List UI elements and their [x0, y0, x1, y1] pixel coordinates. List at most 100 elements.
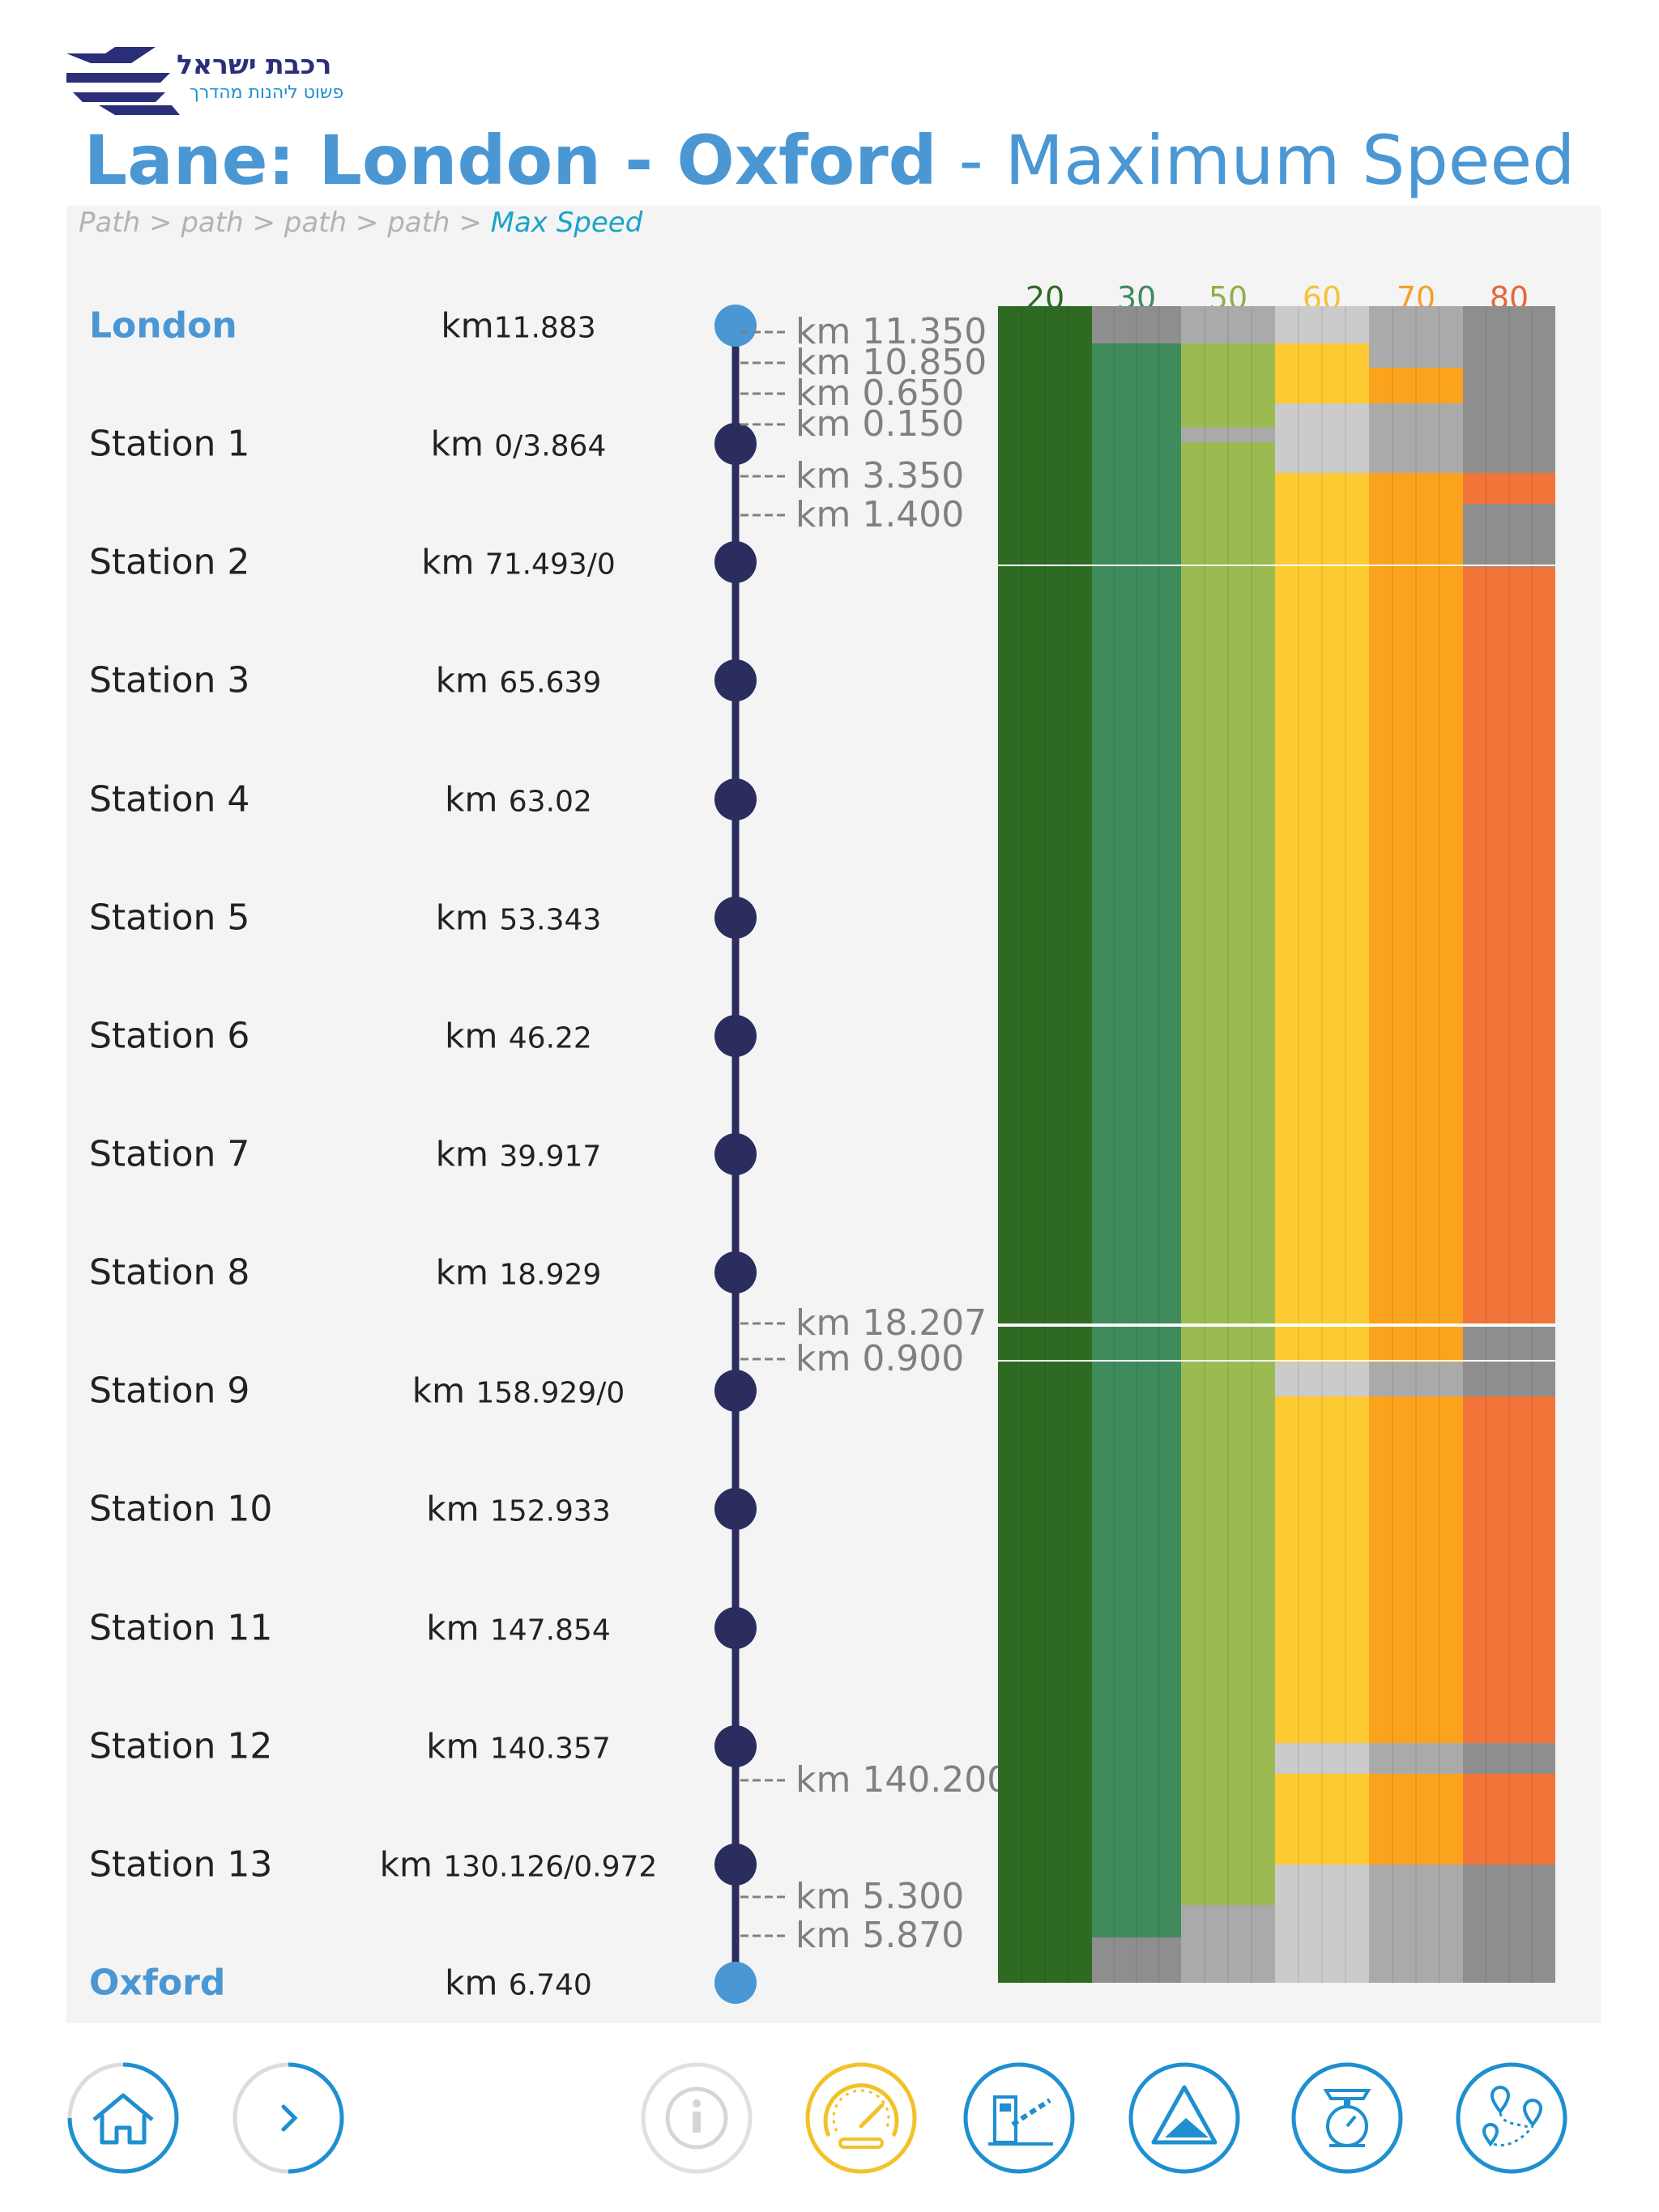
- station-km: km 130.126/0.972: [379, 1844, 658, 1885]
- station-name: Station 4: [89, 778, 250, 820]
- home-button[interactable]: [66, 2061, 180, 2175]
- station-name: Station 6: [89, 1015, 250, 1057]
- km-marker-label: km 140.200: [795, 1759, 1010, 1801]
- breadcrumb-item[interactable]: path: [181, 207, 244, 239]
- breadcrumb-current: Max Speed: [490, 207, 643, 239]
- speed-band-active: [1181, 442, 1275, 1905]
- speed-band-active: [1369, 1396, 1463, 1743]
- station-name: Oxford: [89, 1962, 226, 2004]
- logo-tagline: פשוט ליהנות מהדרך: [190, 83, 344, 103]
- station-name: Station 5: [89, 897, 250, 939]
- info-button[interactable]: [640, 2061, 753, 2175]
- station-km: km 0/3.864: [430, 424, 607, 464]
- breadcrumb-item[interactable]: Path: [79, 207, 141, 239]
- home-icon: [67, 2062, 179, 2174]
- next-button[interactable]: [232, 2061, 345, 2175]
- speed-band-inactive: [1369, 1743, 1463, 1774]
- route-pins-icon: [1456, 2062, 1567, 2174]
- max-speed-button[interactable]: [804, 2061, 918, 2175]
- station-dot: [714, 1488, 757, 1530]
- chevron-right-icon: [232, 2062, 344, 2174]
- speed-band-inactive: [1275, 1743, 1369, 1774]
- barrier-icon: [963, 2062, 1075, 2174]
- speed-band-active: [1463, 567, 1555, 1327]
- route-button[interactable]: [1455, 2061, 1568, 2175]
- km-marker-label: km 1.400: [795, 494, 965, 535]
- speed-band-active: [1275, 473, 1369, 1362]
- station-km: km 6.740: [445, 1963, 592, 2003]
- speed-band-active: [1369, 1774, 1463, 1865]
- breadcrumb: Path > path > path > path > Max Speed: [79, 207, 643, 239]
- speed-band-active: [1369, 473, 1463, 1362]
- speed-band-active: [1463, 1396, 1555, 1743]
- speed-band-active: [998, 306, 1092, 1983]
- speed-band-active: [1463, 1774, 1555, 1865]
- station-dot: [714, 423, 757, 465]
- speed-band-inactive: [1275, 1362, 1369, 1396]
- speed-band-inactive: [1369, 403, 1463, 473]
- logo-name: רכבת ישראל: [177, 49, 332, 80]
- speed-band-active: [1463, 473, 1555, 504]
- station-km: km 65.639: [435, 660, 602, 701]
- train-logo-icon: [66, 47, 180, 115]
- speed-band-inactive: [1463, 306, 1555, 473]
- gradient-button[interactable]: [1128, 2061, 1241, 2175]
- km-marker-label: km 18.207: [795, 1302, 987, 1344]
- breadcrumb-item[interactable]: path: [387, 207, 450, 239]
- km-marker-label: km 10.850: [795, 342, 987, 383]
- station-dot: [714, 659, 757, 701]
- level-crossing-button[interactable]: [962, 2061, 1076, 2175]
- breadcrumb-item[interactable]: path: [284, 207, 348, 239]
- station-km: km 63.02: [445, 779, 592, 820]
- speed-band-inactive: [1181, 428, 1275, 442]
- station-name: London: [89, 305, 237, 347]
- station-dot: [714, 1607, 757, 1649]
- station-name: Station 3: [89, 659, 250, 701]
- station-km: km 46.22: [445, 1016, 592, 1056]
- km-marker-label: km 11.350: [795, 311, 987, 352]
- km-marker-label: km 0.150: [795, 403, 965, 445]
- speed-band-inactive: [1275, 1865, 1369, 1983]
- station-km: km 18.929: [435, 1252, 602, 1293]
- km-marker-label: km 0.650: [795, 373, 965, 414]
- logo: רכבת ישראל פשוט ליהנות מהדרך: [66, 47, 374, 120]
- station-dot: [714, 1251, 757, 1294]
- station-name: Station 2: [89, 541, 250, 583]
- station-km: km 53.343: [435, 897, 602, 938]
- page-title-lane: Lane: London - Oxford: [83, 121, 937, 200]
- page-title-suffix: - Maximum Speed: [958, 121, 1576, 200]
- km-marker-label: km 5.870: [795, 1915, 965, 1956]
- weight-button[interactable]: [1290, 2061, 1404, 2175]
- speed-band-inactive: [1369, 1865, 1463, 1983]
- station-dot: [714, 1015, 757, 1057]
- station-dot: [714, 1843, 757, 1886]
- station-name: Station 12: [89, 1725, 273, 1767]
- km-marker-label: km 3.350: [795, 455, 965, 497]
- scale-icon: [1291, 2062, 1403, 2174]
- speed-band-active: [1275, 1396, 1369, 1743]
- speed-band-inactive: [1463, 1743, 1555, 1774]
- speed-band-inactive: [1092, 306, 1181, 343]
- speed-band-active: [1092, 343, 1181, 1937]
- km-marker-label: km 0.900: [795, 1338, 965, 1379]
- station-dot: [714, 1725, 757, 1767]
- station-dot: [714, 1133, 757, 1175]
- station-km: km 71.493/0: [421, 542, 616, 582]
- speed-band-active: [1369, 368, 1463, 403]
- speed-band-inactive: [1181, 306, 1275, 343]
- station-name: Station 1: [89, 423, 250, 465]
- km-marker-label: km 5.300: [795, 1876, 965, 1917]
- page-title: Lane: London - Oxford - Maximum Speed: [0, 120, 1659, 201]
- speed-band-inactive: [1092, 1937, 1181, 1983]
- speed-band-active: [1181, 343, 1275, 428]
- station-km: km 140.357: [426, 1726, 611, 1767]
- station-km: km 39.917: [435, 1134, 602, 1174]
- speed-band-inactive: [1463, 504, 1555, 567]
- terminal-station-dot: [714, 305, 757, 347]
- station-name: Station 9: [89, 1370, 250, 1412]
- station-name: Station 7: [89, 1133, 250, 1175]
- station-km: km 158.929/0: [412, 1370, 625, 1411]
- speed-band-inactive: [1369, 306, 1463, 368]
